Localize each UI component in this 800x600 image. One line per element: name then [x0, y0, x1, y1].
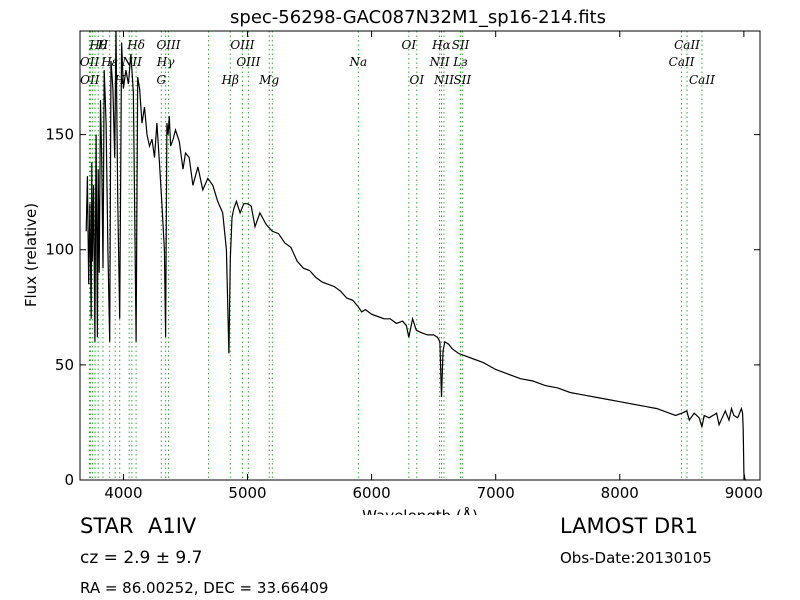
y-axis-ticks: 0 50 100 150	[45, 126, 760, 489]
line-label: CaII	[674, 38, 700, 52]
emission-line-markers	[89, 31, 703, 480]
line-label: Mg	[258, 73, 279, 87]
x-tick-label: 6000	[353, 484, 391, 502]
line-label: SII	[452, 38, 470, 52]
line-label: Hδ	[126, 38, 145, 52]
line-label: NII	[429, 55, 450, 69]
x-tick-label: 4000	[104, 484, 142, 502]
spectrum-line	[85, 30, 747, 481]
line-label: H	[97, 38, 109, 52]
line-label: G	[156, 73, 166, 87]
line-label: NII	[433, 73, 454, 87]
observation-date: Obs-Date:20130105	[560, 549, 712, 567]
y-axis-label: Flux (relative)	[22, 203, 40, 307]
line-label: Hγ	[156, 55, 175, 69]
line-label: OI	[409, 73, 424, 87]
line-label: OIII	[156, 38, 180, 52]
line-label: Na	[349, 55, 368, 69]
spectrum-chart: spec-56298-GAC087N32M1_sp16-214.fits HθH…	[22, 7, 763, 515]
redshift-value: cz = 2.9 ± 9.7	[80, 548, 203, 568]
line-label: Hθ	[88, 38, 107, 52]
x-tick-label: 9000	[725, 484, 763, 502]
line-label: OIII	[236, 55, 260, 69]
coordinates: RA = 86.00252, DEC = 33.66409	[80, 579, 329, 597]
x-axis-label: Wavelength (Å)	[362, 506, 478, 515]
line-label: Lз	[452, 55, 468, 69]
chart-title: spec-56298-GAC087N32M1_sp16-214.fits	[230, 7, 606, 28]
line-label: Hα	[431, 38, 451, 52]
line-label: Hε	[100, 55, 118, 69]
y-tick-label: 100	[45, 241, 74, 259]
x-axis-ticks: 4000 5000 6000 7000 8000 9000	[104, 31, 763, 502]
line-label: OIII	[230, 38, 254, 52]
survey-name: LAMOST DR1	[560, 514, 699, 538]
line-label: SII	[453, 73, 471, 87]
x-tick-label: 5000	[228, 484, 266, 502]
line-label: OI	[402, 38, 417, 52]
line-label: OII	[80, 73, 100, 87]
y-tick-label: 0	[64, 471, 74, 489]
plot-frame	[79, 30, 761, 481]
object-class: STAR	[80, 514, 134, 538]
x-tick-label: 8000	[601, 484, 639, 502]
line-label: OII	[80, 55, 100, 69]
y-tick-label: 150	[45, 126, 74, 144]
y-tick-label: 50	[55, 356, 74, 374]
line-label: CaII	[689, 73, 715, 87]
line-label: Hβ	[221, 73, 239, 87]
line-label: CaII	[669, 55, 695, 69]
object-subclass: A1IV	[148, 514, 197, 538]
x-tick-label: 7000	[477, 484, 515, 502]
